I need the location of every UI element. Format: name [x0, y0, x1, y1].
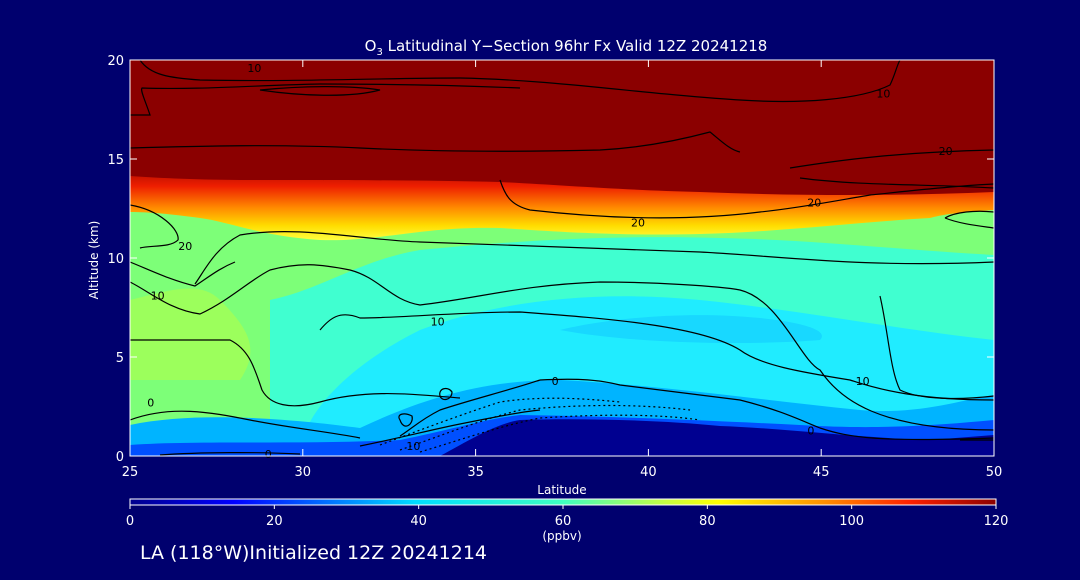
- contour-line: [130, 339, 461, 407]
- contour-line: [359, 409, 541, 447]
- contour-line: [789, 149, 994, 169]
- contour-label: 0: [807, 424, 814, 437]
- contour-line: [879, 295, 994, 400]
- contour-label: 10: [431, 315, 445, 328]
- contour-line: [799, 177, 994, 189]
- x-axis-label: Latitude: [537, 483, 586, 497]
- contour-line: [399, 379, 541, 437]
- contour-lines: [130, 60, 994, 456]
- contour-label: 0: [552, 375, 559, 388]
- colorbar-tick-label: 80: [699, 514, 716, 529]
- contour-line: [194, 231, 994, 285]
- colorbar: [129, 498, 997, 506]
- y-tick-label: 10: [107, 252, 124, 267]
- y-tick-label: 20: [107, 54, 124, 69]
- y-tick-label: 0: [116, 450, 124, 465]
- stratosphere-core: [130, 60, 994, 195]
- contour-line: [130, 204, 179, 249]
- ozone-field: [130, 60, 994, 456]
- x-tick-label: 50: [986, 465, 1003, 480]
- contour-label: 20: [178, 240, 192, 253]
- footer-initialized-text: LA (118°W)Initialized 12Z 20241214: [140, 542, 487, 564]
- contour-line: [539, 378, 994, 441]
- contour-line: [130, 261, 236, 287]
- contour-label: 10: [406, 440, 420, 453]
- contour-label: 10: [856, 375, 870, 388]
- contour-line: [319, 311, 994, 401]
- contour-label: 10: [151, 290, 165, 303]
- field-navy-lobe: [440, 419, 994, 456]
- contour-line: [399, 404, 691, 451]
- contour-line: [259, 86, 381, 96]
- contour-label: 10: [876, 88, 890, 101]
- y-tick-label: 5: [116, 351, 124, 366]
- colorbar-units: (ppbv): [542, 529, 581, 543]
- y-axis-label: Altitude (km): [87, 221, 101, 300]
- contour-line: [439, 387, 453, 401]
- x-tick-label: 45: [813, 465, 830, 480]
- contour-label: 10: [247, 62, 261, 75]
- x-tick-label: 25: [122, 465, 139, 480]
- colorbar-tick-label: 20: [266, 514, 283, 529]
- y-tick-label: 15: [107, 153, 124, 168]
- x-tick-label: 40: [640, 465, 657, 480]
- contour-label-layer: 10 10 20 20 20 20 10 10 10 0 0 0 0 10: [147, 62, 952, 461]
- contour-line: [944, 210, 994, 229]
- contour-line: [398, 413, 413, 427]
- contour-line: [159, 452, 301, 456]
- contour-line: [139, 60, 901, 103]
- contour-line: [499, 179, 994, 219]
- contour-label: 20: [631, 216, 645, 229]
- colorbar-tick-label: 120: [984, 514, 1009, 529]
- axes-layer: 25 30 35 40 45 50 0 5 10 15 20: [107, 54, 1002, 480]
- colorbar-tick-label: 0: [126, 514, 134, 529]
- colorbar-tick-label: 60: [555, 514, 572, 529]
- chart-title: O3 Latitudinal Y−Section 96hr Fx Valid 1…: [365, 37, 768, 58]
- contour-line: [130, 410, 361, 439]
- contour-label: 0: [265, 448, 272, 461]
- colorbar-ticks: 0 20 40 60 80 100 120: [126, 505, 1009, 529]
- contour-label: 20: [939, 145, 953, 158]
- colorbar-tick-label: 100: [839, 514, 864, 529]
- x-tick-label: 35: [467, 465, 484, 480]
- contour-line: [130, 83, 521, 116]
- contour-label: 20: [807, 197, 821, 210]
- contour-line: [130, 264, 994, 431]
- contour-line: [419, 414, 701, 453]
- contour-line: [130, 131, 741, 153]
- x-tick-label: 30: [295, 465, 312, 480]
- field-cyan-pocket: [560, 315, 822, 343]
- colorbar-tick-label: 40: [410, 514, 427, 529]
- field-green-mid: [130, 288, 251, 380]
- contour-label: 0: [147, 397, 154, 410]
